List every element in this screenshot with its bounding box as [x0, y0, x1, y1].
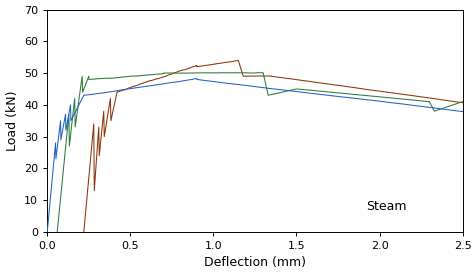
Y-axis label: Load (kN): Load (kN) [6, 90, 19, 151]
Text: Steam: Steam [366, 200, 406, 213]
X-axis label: Deflection (mm): Deflection (mm) [203, 257, 305, 269]
